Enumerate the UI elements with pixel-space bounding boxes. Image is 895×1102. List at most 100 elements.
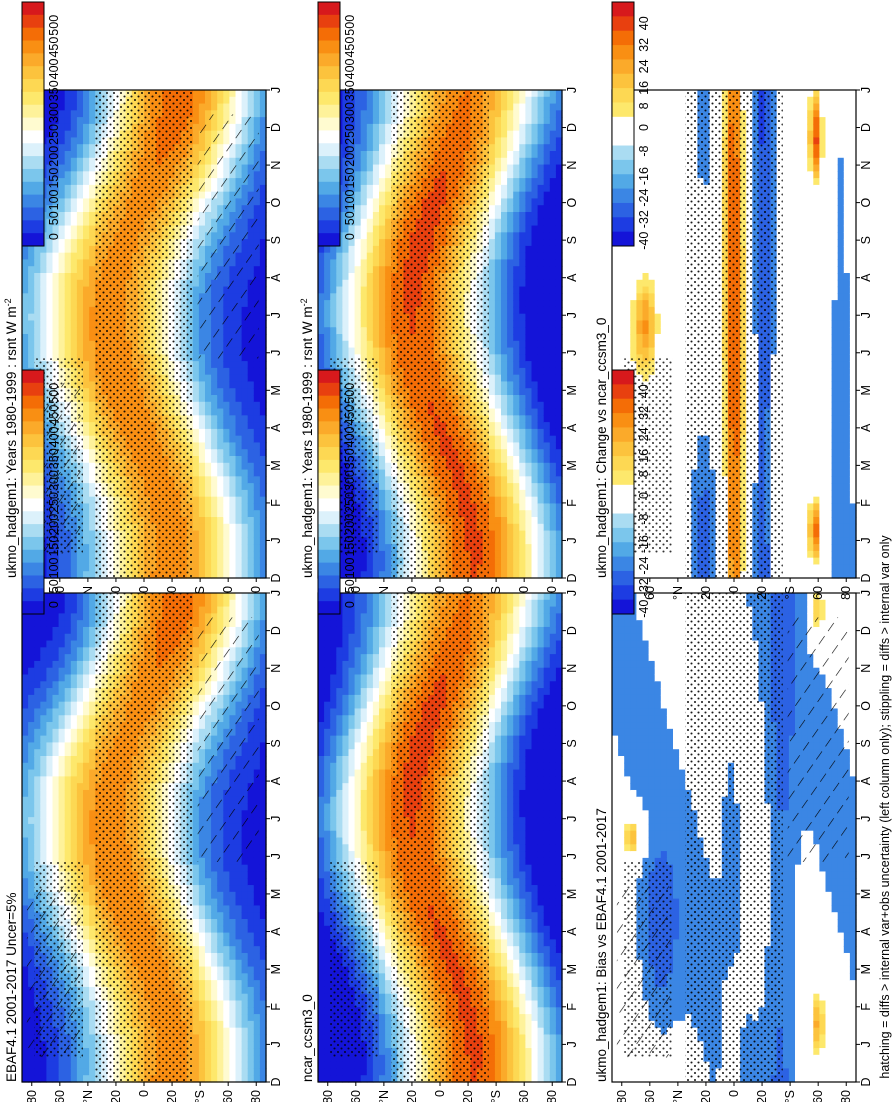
heatmap-cell [360, 327, 368, 335]
heatmap-cell [324, 313, 331, 322]
heatmap-cell [372, 205, 380, 213]
heatmap-cell [217, 110, 224, 118]
heatmap-cell [52, 286, 60, 294]
heatmap-cell [336, 334, 343, 342]
heatmap-cell [366, 205, 374, 213]
heatmap-cell [52, 334, 60, 342]
heatmap-cell [64, 157, 72, 166]
heatmap-cell [259, 198, 267, 206]
heatmap-cell [52, 137, 60, 145]
heatmap-cell [372, 300, 380, 308]
heatmap-cell [22, 361, 29, 369]
heatmap-cell [52, 130, 60, 139]
heatmap-cell [83, 151, 90, 159]
heatmap-cell [348, 232, 356, 240]
heatmap-cell [205, 483, 212, 491]
heatmap-cell [235, 442, 243, 450]
heatmap-cell [58, 273, 66, 281]
heatmap-cell [83, 422, 90, 430]
heatmap-cell [76, 273, 84, 281]
heatmap-cell [70, 157, 78, 166]
heatmap-cell [192, 347, 200, 355]
heatmap-cell [354, 205, 362, 213]
heatmap-cell [385, 286, 392, 294]
heatmap-cell [366, 123, 374, 132]
heatmap-cell [259, 510, 267, 518]
heatmap-cell [89, 489, 96, 498]
heatmap-cell [198, 557, 206, 566]
heatmap-cell [336, 347, 343, 355]
heatmap-cell [58, 340, 66, 349]
heatmap-cell [46, 340, 54, 349]
heatmap-cell [342, 293, 350, 301]
heatmap-cell [83, 130, 90, 139]
heatmap-cell [89, 483, 96, 491]
heatmap-cell [366, 110, 374, 118]
heatmap-cell [70, 564, 78, 572]
heatmap-cell [198, 462, 206, 471]
heatmap-cell [318, 293, 325, 301]
heatmap-cell [318, 354, 325, 362]
heatmap-cell [372, 279, 380, 288]
heatmap-cell [205, 401, 212, 410]
heatmap-cell [259, 361, 267, 369]
heatmap-cell [198, 415, 206, 423]
heatmap-cell [348, 347, 356, 355]
heatmap-cell [76, 184, 84, 193]
heatmap-cell [64, 198, 72, 206]
heatmap-cell [354, 557, 362, 566]
heatmap-cell [76, 252, 84, 261]
heatmap-cell [259, 469, 267, 477]
heatmap-cell [83, 320, 90, 328]
heatmap-cell [342, 96, 350, 105]
heatmap-cell [192, 483, 200, 491]
heatmap-cell [52, 557, 60, 566]
heatmap-cell [360, 117, 368, 125]
heatmap-cell [89, 503, 96, 511]
heatmap-cell [342, 103, 350, 111]
heatmap-cell [205, 367, 212, 376]
heatmap-cell [229, 442, 237, 450]
heatmap-cell [83, 537, 90, 545]
heatmap-cell [354, 123, 362, 132]
heatmap-cell [372, 564, 380, 572]
heatmap-cell [354, 191, 362, 200]
heatmap-cell [192, 313, 200, 322]
heatmap-cell [259, 171, 267, 179]
heatmap-cell [372, 117, 380, 125]
heatmap-cell [192, 564, 200, 572]
heatmap-cell [22, 340, 29, 349]
heatmap-cell [372, 151, 380, 159]
heatmap-cell [192, 489, 200, 498]
heatmap-cell [342, 266, 350, 274]
heatmap-cell [217, 489, 224, 498]
heatmap-cell [360, 130, 368, 139]
heatmap-cell [259, 320, 267, 328]
heatmap-cell [89, 178, 96, 186]
heatmap-cell [22, 245, 29, 254]
heatmap-cell [372, 212, 380, 220]
heatmap-cell [76, 557, 84, 566]
heatmap-cell [241, 435, 249, 444]
heatmap-cell [28, 252, 35, 261]
heatmap-cell [83, 361, 90, 369]
heatmap-cell [379, 361, 386, 369]
heatmap-cell [318, 286, 325, 294]
heatmap-cell [89, 90, 96, 98]
heatmap-cell [89, 300, 96, 308]
heatmap-cell [76, 279, 84, 288]
heatmap-cell [318, 313, 325, 322]
heatmap-cell [223, 456, 230, 464]
heatmap-cell [52, 347, 60, 355]
heatmap-cell [46, 252, 54, 261]
heatmap-cell [46, 151, 54, 159]
heatmap-cell [372, 239, 380, 247]
heatmap-cell [192, 381, 200, 389]
heatmap-cell [58, 320, 66, 328]
x-tick-label: M [269, 385, 283, 395]
heatmap-cell [192, 293, 200, 301]
heatmap-cell [192, 571, 200, 579]
heatmap-cell [198, 530, 206, 538]
heatmap-cell [229, 90, 237, 98]
heatmap-cell [192, 510, 200, 518]
